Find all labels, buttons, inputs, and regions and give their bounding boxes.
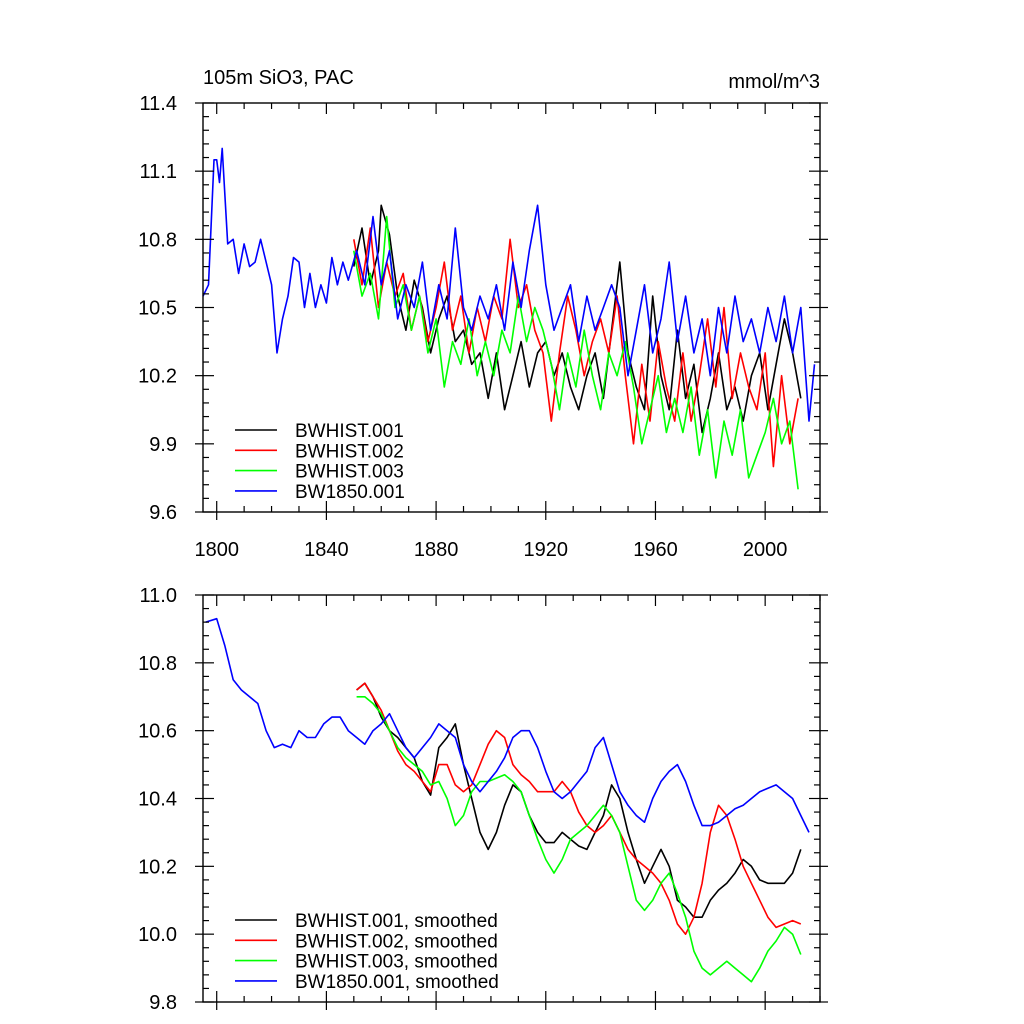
top-series-lines <box>202 147 816 490</box>
x-tick-label: 2000 <box>743 539 788 561</box>
y-tick-label: 10.5 <box>138 298 177 320</box>
y-tick-label: 10.4 <box>138 789 177 811</box>
legend-label: BWHIST.002 <box>295 441 404 462</box>
y-tick-label: 10.2 <box>138 366 177 388</box>
y-tick-label: 11.1 <box>140 161 177 183</box>
series-line-2 <box>353 215 799 490</box>
y-tick-label: 10.6 <box>138 721 177 743</box>
y-tick-label: 10.0 <box>138 924 177 946</box>
legend-label: BWHIST.003, smoothed <box>295 952 498 973</box>
series-line-0 <box>356 682 802 919</box>
bottom-axis-ticks: 9.8 10.0 10.2 10.4 10.6 10.8 11.0 <box>138 585 828 1014</box>
legend-label: BWHIST.001 <box>295 421 404 442</box>
legend-label: BW1850.001 <box>295 482 405 503</box>
series-line-1 <box>353 227 799 468</box>
x-tick-label: 1920 <box>524 539 569 561</box>
chart-title: 105m SiO3, PAC <box>203 67 354 89</box>
x-tick-label: 1960 <box>633 539 678 561</box>
x-tick-label: 1880 <box>414 539 459 561</box>
series-line-2 <box>356 695 802 983</box>
y-tick-label: 11.4 <box>140 93 177 115</box>
legend-label: BWHIST.003 <box>295 462 404 483</box>
y-tick-label: 10.8 <box>138 229 177 251</box>
bottom-series-lines <box>205 617 810 983</box>
bottom-panel: 9.8 10.0 10.2 10.4 10.6 10.8 11.0 BWHIST.001, … <box>138 585 828 1014</box>
series-line-3 <box>202 147 816 422</box>
x-tick-label: 1840 <box>304 539 349 561</box>
y-tick-label: 9.8 <box>149 992 177 1014</box>
chart-units: mmol/m^3 <box>728 71 820 93</box>
legend-label: BWHIST.002, smoothed <box>295 931 498 952</box>
y-tick-label: 10.2 <box>138 856 177 878</box>
series-line-3 <box>205 617 810 833</box>
x-tick-label: 1800 <box>194 539 239 561</box>
legend-label: BW1850.001, smoothed <box>295 972 499 993</box>
top-panel: 105m SiO3, PAC mmol/m^3 1800 1840 1880 1920… <box>138 67 828 561</box>
top-axis-ticks: 1800 1840 1880 1920 1960 2000 9.6 9.9 10.2 10.5 10… <box>138 93 828 561</box>
y-tick-label: 11.0 <box>140 585 177 607</box>
legend-label: BWHIST.001, smoothed <box>295 911 498 932</box>
series-line-0 <box>353 204 802 434</box>
y-tick-label: 9.9 <box>149 434 177 456</box>
y-tick-label: 10.8 <box>138 653 177 675</box>
y-tick-label: 9.6 <box>149 502 177 524</box>
